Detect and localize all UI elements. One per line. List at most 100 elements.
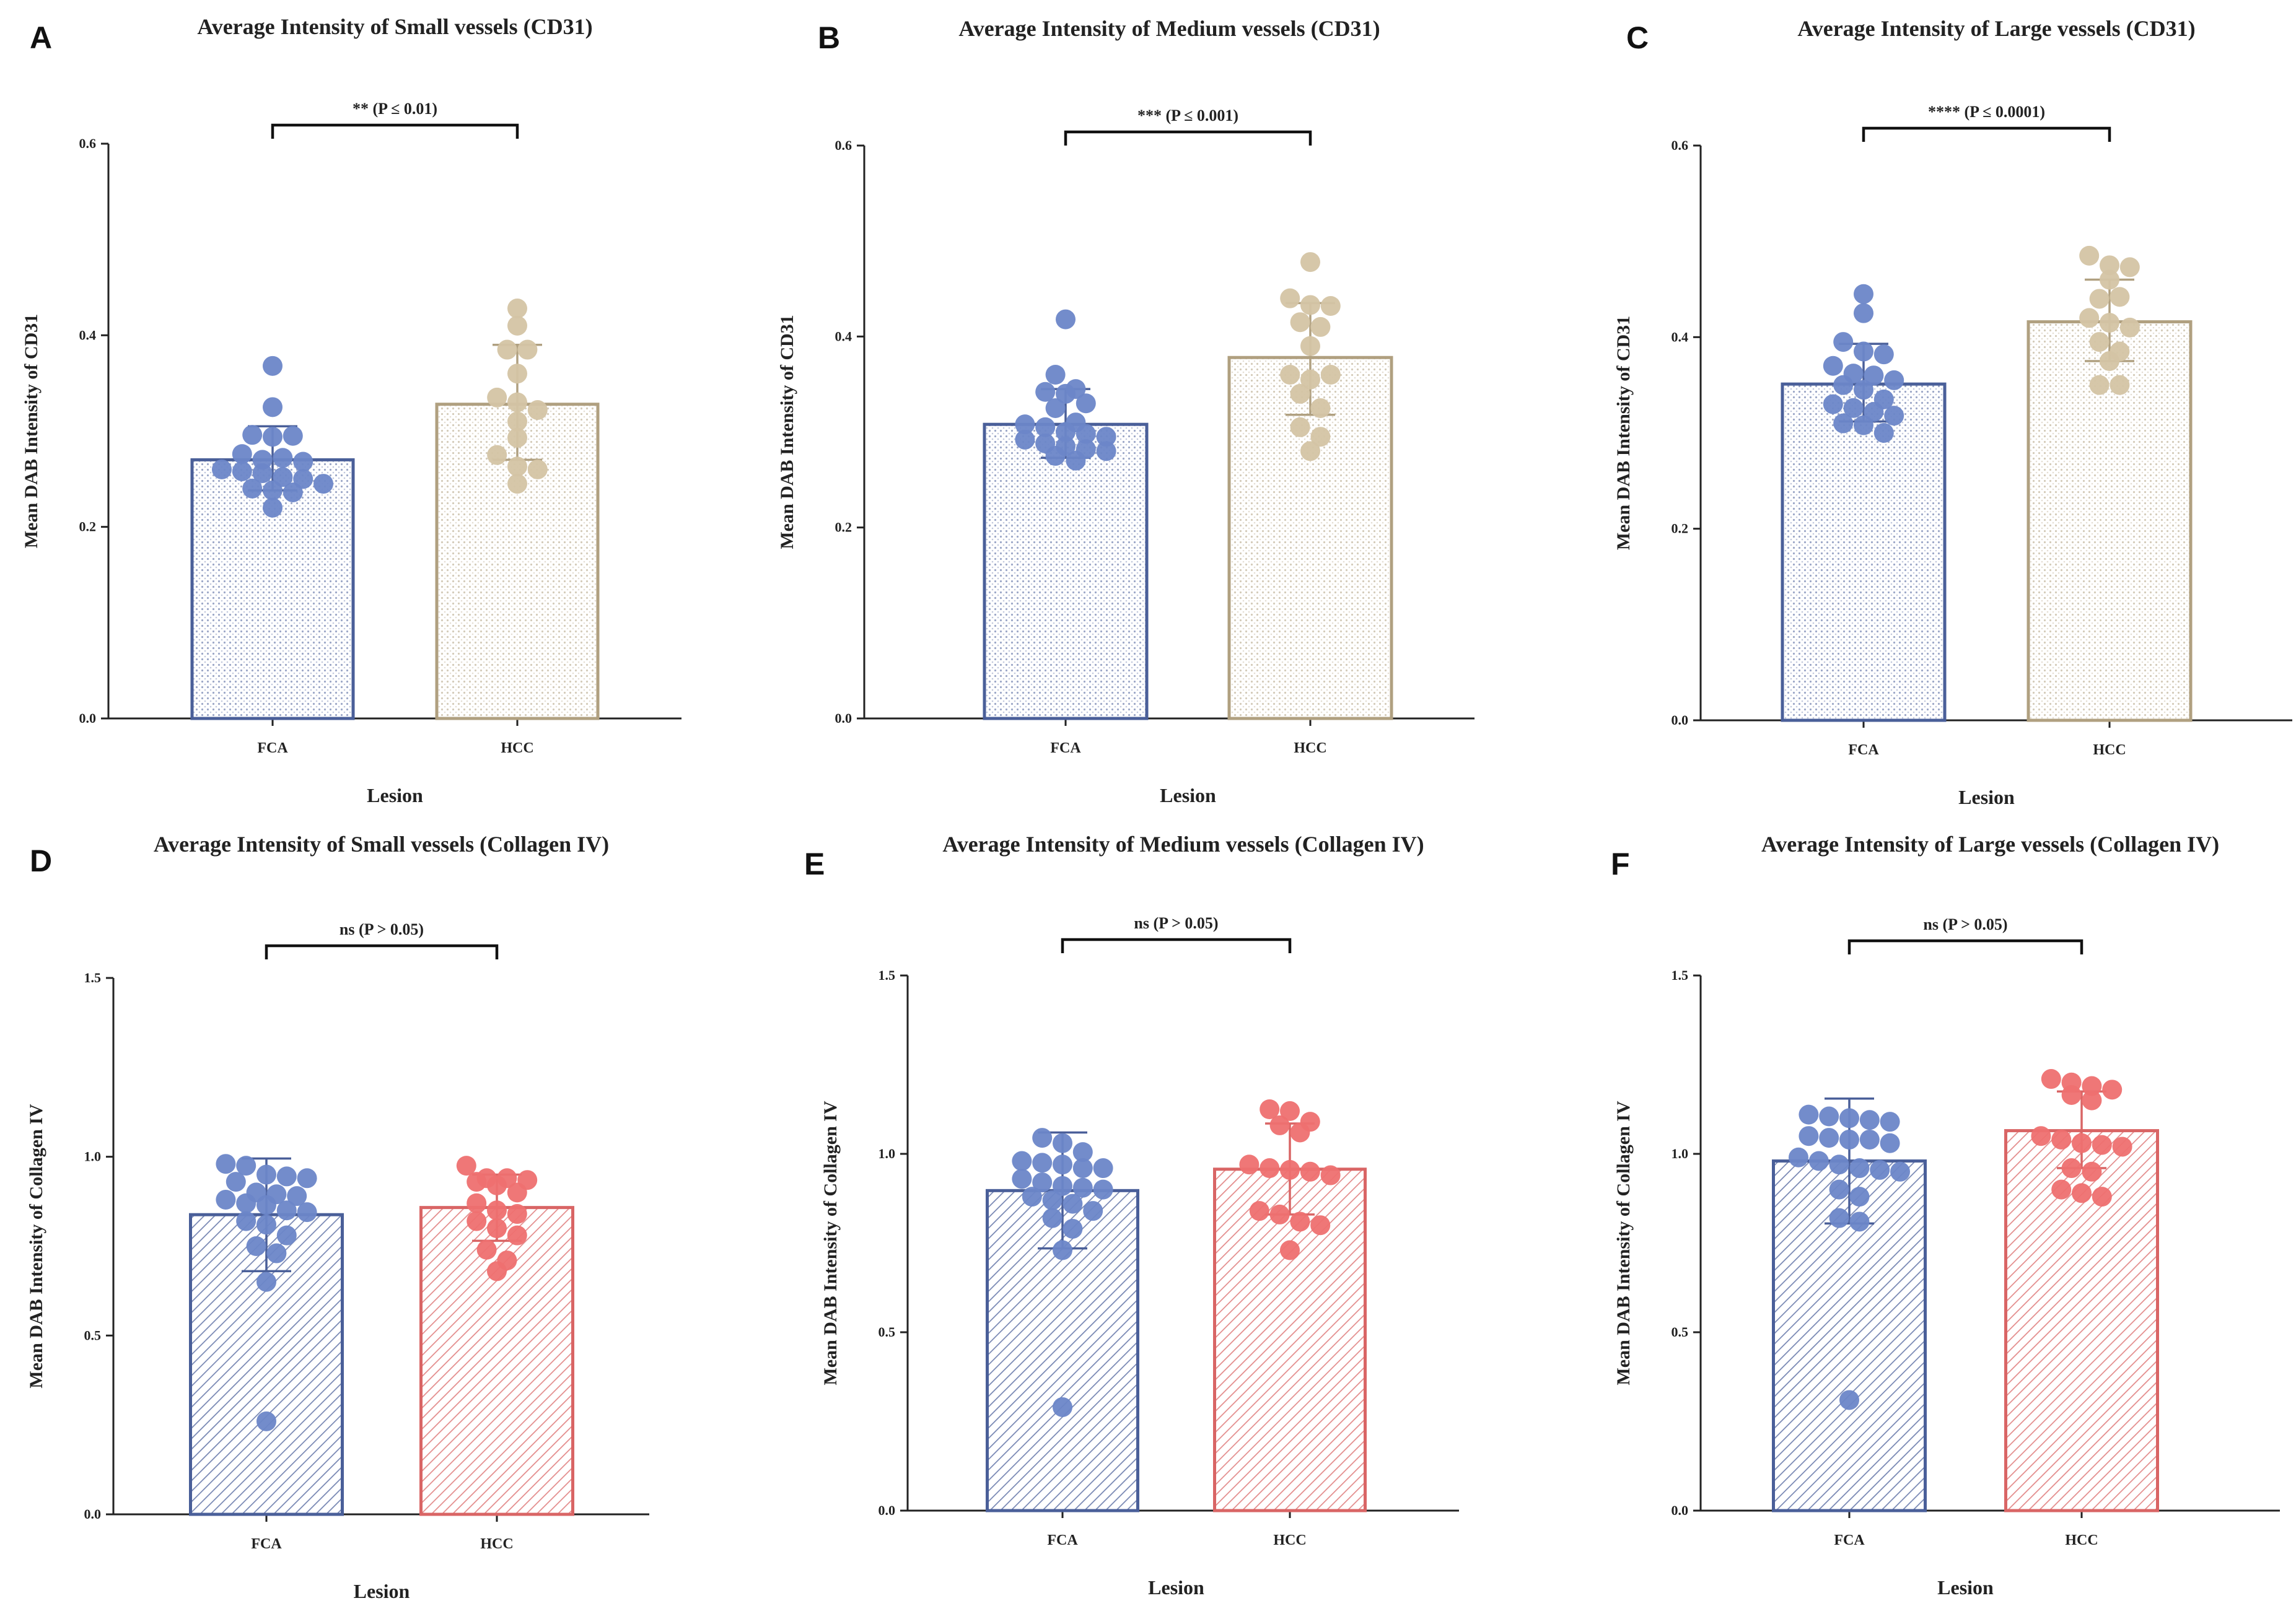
data-point-hcc: [2102, 1080, 2123, 1100]
data-point-fca: [256, 1195, 276, 1215]
panel-e: E Average Intensity of Medium vessels (Co…: [765, 810, 1530, 1619]
data-point-fca: [1854, 415, 1873, 435]
data-point-hcc: [476, 1239, 497, 1260]
data-point-fca: [1833, 413, 1854, 434]
data-point-hcc: [1290, 1211, 1310, 1232]
data-point-fca: [1096, 427, 1116, 447]
bar-fca: [983, 422, 1149, 720]
data-point-hcc: [1290, 1122, 1310, 1143]
y-axis-label: Mean DAB Intensity of CD31: [1613, 316, 1634, 550]
data-point-fca: [1870, 1159, 1890, 1180]
data-point-fca: [1884, 370, 1904, 390]
y-tick-label: 1.0: [84, 1149, 102, 1164]
data-point-fca: [1859, 1129, 1880, 1150]
data-point-hcc: [1320, 365, 1341, 385]
data-point-fca: [1022, 1187, 1042, 1207]
data-point-fca: [273, 448, 293, 468]
data-point-fca: [1823, 394, 1843, 414]
significance-label: ns (P > 0.05): [1923, 915, 2007, 933]
data-point-fca: [1053, 1176, 1072, 1196]
data-point-hcc: [487, 445, 507, 465]
data-point-hcc: [1269, 1204, 1290, 1224]
y-tick-label: 0.2: [835, 520, 852, 535]
panel-label: D: [30, 844, 52, 878]
data-point-hcc: [1300, 336, 1320, 356]
data-point-hcc: [1280, 365, 1300, 385]
y-axis-label: Mean DAB Intensity of Collagen IV: [1613, 1101, 1634, 1386]
data-point-fca: [1864, 401, 1884, 422]
y-tick-label: 0.5: [1672, 1324, 1689, 1340]
y-tick-label: 0.4: [1672, 329, 1689, 344]
y-axis-label: Mean DAB Intensity of Collagen IV: [820, 1101, 841, 1386]
bar-hcc: [1227, 356, 1393, 720]
data-point-hcc: [487, 1200, 507, 1221]
data-point-fca: [1849, 1211, 1870, 1232]
data-point-fca: [1045, 398, 1066, 418]
x-tick-label-hcc: HCC: [1273, 1532, 1306, 1548]
data-point-hcc: [2079, 308, 2100, 328]
data-point-hcc: [517, 339, 538, 360]
y-tick-label: 1.5: [1672, 967, 1689, 983]
y-tick-label: 0.0: [84, 1506, 102, 1522]
data-point-fca: [1063, 1218, 1083, 1239]
data-point-hcc: [1310, 427, 1331, 447]
y-tick-label: 0.5: [879, 1324, 896, 1340]
data-point-fca: [1789, 1147, 1808, 1167]
data-point-fca: [276, 1166, 297, 1187]
data-point-fca: [1819, 1106, 1839, 1127]
data-point-fca: [256, 1215, 276, 1235]
data-point-hcc: [1280, 1240, 1300, 1260]
data-point-fca: [1042, 1208, 1063, 1228]
data-point-fca: [1833, 332, 1854, 352]
data-point-fca: [1829, 1208, 1849, 1228]
data-point-fca: [1093, 1179, 1113, 1200]
data-point-fca: [236, 1193, 256, 1213]
data-point-fca: [263, 397, 283, 417]
data-point-hcc: [507, 315, 527, 336]
y-tick-label: 0.0: [79, 710, 97, 726]
data-point-hcc: [507, 364, 527, 384]
chart-title: Average Intensity of Medium vessels (CD3…: [958, 16, 1380, 41]
data-point-fca: [236, 1211, 256, 1231]
data-point-hcc: [487, 1218, 507, 1239]
data-point-hcc: [2100, 269, 2119, 290]
data-point-hcc: [2110, 287, 2130, 307]
data-point-hcc: [1280, 1159, 1300, 1180]
data-point-fca: [1799, 1126, 1819, 1146]
data-point-fca: [252, 463, 273, 484]
data-point-fca: [1859, 1110, 1880, 1130]
data-point-fca: [1854, 284, 1873, 304]
chart-title: Average Intensity of Medium vessels (Col…: [942, 832, 1424, 857]
x-tick-label-hcc: HCC: [501, 740, 533, 756]
data-point-fca: [232, 444, 252, 465]
y-tick-label: 1.5: [84, 970, 102, 985]
data-point-fca: [1035, 417, 1056, 437]
data-point-fca: [297, 1202, 317, 1223]
data-point-hcc: [1280, 288, 1300, 308]
data-point-fca: [1829, 1179, 1849, 1200]
data-point-fca: [1035, 382, 1056, 402]
y-tick-label: 0.0: [1672, 712, 1689, 728]
data-point-hcc: [456, 1156, 476, 1176]
data-point-hcc: [1249, 1201, 1269, 1221]
data-point-hcc: [487, 1261, 507, 1281]
data-point-fca: [276, 1225, 297, 1246]
data-point-hcc: [2119, 317, 2140, 338]
data-point-fca: [1864, 365, 1884, 386]
data-point-fca: [1083, 1201, 1103, 1221]
data-point-fca: [1854, 380, 1873, 400]
data-point-fca: [242, 425, 263, 445]
panel-label: F: [1611, 847, 1630, 881]
data-point-hcc: [2079, 245, 2100, 266]
significance-label: ** (P ≤ 0.01): [353, 100, 437, 118]
chart-svg: E Average Intensity of Medium vessels (Co…: [804, 832, 1459, 1599]
data-point-fca: [1873, 344, 1894, 365]
data-point-fca: [232, 461, 252, 481]
data-point-hcc: [2092, 1135, 2112, 1155]
data-point-fca: [242, 478, 263, 499]
data-point-fca: [1873, 423, 1894, 443]
data-point-fca: [256, 1272, 276, 1292]
y-tick-label: 0.0: [1672, 1503, 1689, 1518]
data-point-fca: [1063, 1194, 1083, 1214]
